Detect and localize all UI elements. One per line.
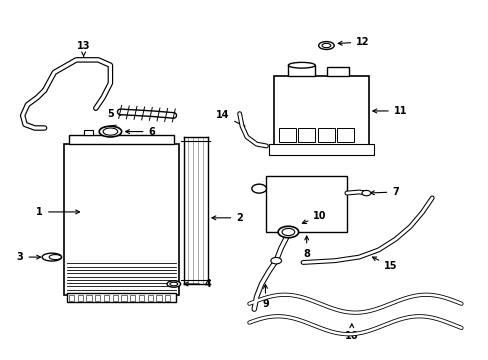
Text: 8: 8 bbox=[303, 236, 309, 258]
Bar bbox=[112, 295, 118, 301]
Bar bbox=[86, 295, 91, 301]
Ellipse shape bbox=[278, 226, 298, 238]
Bar bbox=[147, 295, 153, 301]
Ellipse shape bbox=[282, 228, 294, 235]
Bar bbox=[78, 295, 83, 301]
Text: 7: 7 bbox=[370, 187, 398, 197]
Text: 1: 1 bbox=[36, 207, 80, 217]
Ellipse shape bbox=[49, 255, 61, 260]
Ellipse shape bbox=[103, 128, 118, 135]
Bar bbox=[66, 293, 176, 302]
Bar bbox=[103, 130, 113, 135]
Bar bbox=[278, 128, 295, 142]
Bar bbox=[69, 295, 74, 301]
Ellipse shape bbox=[318, 41, 333, 49]
Ellipse shape bbox=[166, 281, 180, 287]
Bar bbox=[336, 128, 353, 142]
Ellipse shape bbox=[361, 190, 370, 196]
Bar bbox=[273, 76, 368, 146]
Bar bbox=[121, 295, 126, 301]
Text: 11: 11 bbox=[372, 106, 407, 116]
Bar bbox=[139, 295, 144, 301]
Text: 16: 16 bbox=[345, 324, 358, 341]
Text: 3: 3 bbox=[17, 252, 41, 262]
Bar bbox=[327, 67, 348, 76]
Text: 15: 15 bbox=[372, 257, 397, 271]
Ellipse shape bbox=[270, 257, 281, 264]
Bar bbox=[130, 295, 135, 301]
Bar bbox=[288, 65, 315, 76]
Bar bbox=[103, 295, 109, 301]
Bar bbox=[69, 135, 173, 144]
Text: 4: 4 bbox=[184, 279, 211, 289]
Bar bbox=[83, 130, 93, 135]
Ellipse shape bbox=[251, 184, 266, 193]
Text: 6: 6 bbox=[125, 127, 155, 136]
Ellipse shape bbox=[288, 62, 315, 68]
Ellipse shape bbox=[99, 126, 122, 137]
Text: 5: 5 bbox=[107, 109, 123, 119]
Bar bbox=[64, 144, 178, 295]
Bar bbox=[165, 295, 170, 301]
Bar bbox=[298, 128, 315, 142]
Bar bbox=[268, 144, 373, 155]
Text: 13: 13 bbox=[77, 41, 90, 56]
Text: 9: 9 bbox=[262, 284, 268, 309]
Text: 14: 14 bbox=[215, 111, 244, 126]
Bar bbox=[95, 295, 100, 301]
Bar bbox=[156, 295, 161, 301]
Ellipse shape bbox=[169, 282, 177, 286]
Bar bbox=[317, 128, 334, 142]
Text: 10: 10 bbox=[302, 211, 326, 224]
Ellipse shape bbox=[42, 253, 61, 261]
Text: 2: 2 bbox=[211, 213, 243, 223]
Text: 12: 12 bbox=[338, 37, 369, 47]
Ellipse shape bbox=[322, 43, 330, 48]
Bar bbox=[266, 176, 346, 232]
